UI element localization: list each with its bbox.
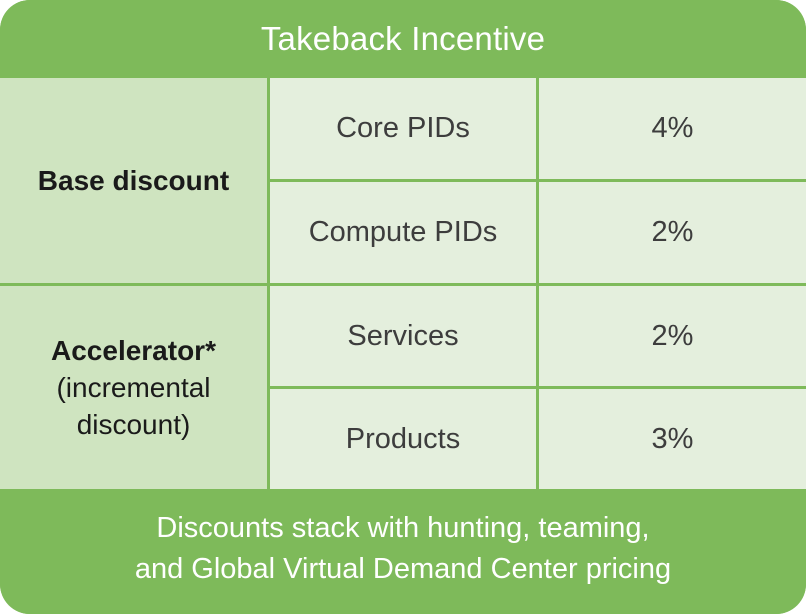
group-label-title: Accelerator*: [51, 335, 216, 366]
group-label-accelerator: Accelerator* (incremental discount): [0, 286, 267, 489]
table-row-item: Products: [270, 389, 536, 489]
footer-line-2: and Global Virtual Demand Center pricing: [134, 552, 672, 585]
card-title: Takeback Incentive: [0, 0, 806, 78]
table-row-value: 2%: [539, 286, 806, 386]
footer-note: Discounts stack with hunting, teaming, a…: [0, 489, 806, 614]
footer-line-1: Discounts stack with hunting, teaming,: [156, 511, 650, 544]
table-row-item: Core PIDs: [270, 78, 536, 179]
group-label-base-discount: Base discount: [0, 78, 267, 283]
table-row-item: Compute PIDs: [270, 182, 536, 283]
table-row-value: 3%: [539, 389, 806, 489]
group-label-subtitle: (incremental discount): [56, 372, 211, 440]
table-row-value: 4%: [539, 78, 806, 179]
table-row-item: Services: [270, 286, 536, 386]
table-row-value: 2%: [539, 182, 806, 283]
group-label-title: Base discount: [37, 165, 230, 196]
incentive-table: Base discount Core PIDs 4% Compute PIDs …: [0, 78, 806, 489]
